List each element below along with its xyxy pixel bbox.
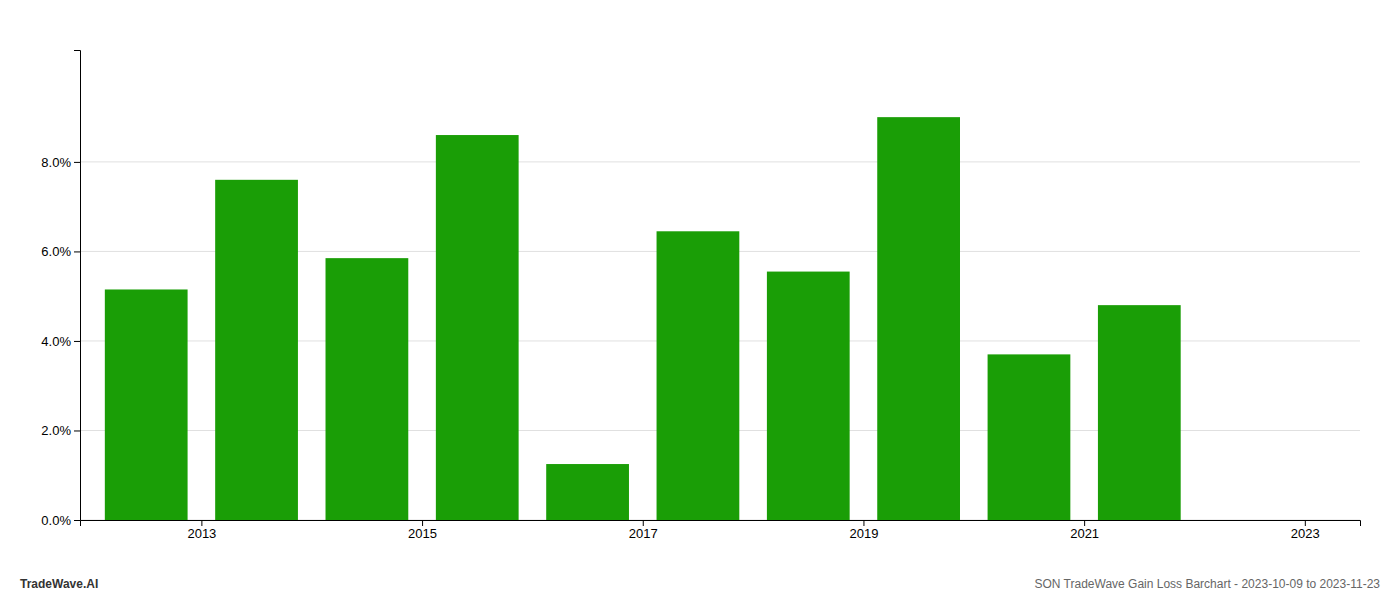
x-axis: 2013 2015 2017 2019 2021 2023: [81, 520, 1361, 541]
y-tick: 2.0%: [41, 423, 80, 438]
y-tick-mark: [74, 341, 80, 342]
x-tick: 2023: [1291, 520, 1320, 541]
x-tick-mark: [1084, 520, 1085, 526]
y-tick-label: 4.0%: [41, 334, 71, 349]
y-tick-label: 6.0%: [41, 244, 71, 259]
y-tick-label: 0.0%: [41, 513, 71, 528]
x-tick: 2019: [849, 520, 878, 541]
grid: [80, 162, 1360, 520]
x-tick-mark: [1305, 520, 1306, 526]
y-tick-mark: [74, 520, 80, 521]
x-tick-label: 2019: [849, 526, 878, 541]
bar: [988, 354, 1071, 520]
y-tick-label: 2.0%: [41, 423, 71, 438]
bar: [546, 464, 629, 520]
plot-area: 2013 2015 2017 2019 2021 2023 0.0% 2.0% 4.0% 6.0%…: [41, 51, 1360, 542]
x-tick: 2015: [408, 520, 437, 541]
x-tick: 2021: [1070, 520, 1099, 541]
x-tick-label: 2013: [187, 526, 216, 541]
bar: [215, 180, 298, 520]
bar: [877, 117, 960, 520]
bar: [436, 135, 519, 520]
bars: [105, 117, 1181, 520]
y-tick-mark: [74, 430, 80, 431]
bar: [105, 289, 188, 520]
grid-line: [80, 161, 1360, 162]
bar: [767, 272, 850, 520]
y-tick-label: 8.0%: [41, 155, 71, 170]
bar: [1098, 305, 1181, 520]
x-tick: 2017: [629, 520, 658, 541]
bar: [326, 258, 409, 520]
x-axis-line: [81, 521, 1361, 527]
x-tick-label: 2023: [1291, 526, 1320, 541]
x-tick-mark: [201, 520, 202, 526]
chart-svg: 2013 2015 2017 2019 2021 2023 0.0% 2.0% 4.0% 6.0%…: [0, 0, 1400, 600]
footer-right: SON TradeWave Gain Loss Barchart - 2023-…: [1034, 577, 1380, 591]
x-tick-mark: [643, 520, 644, 526]
footer-left: TradeWave.AI: [20, 577, 98, 591]
y-axis: 0.0% 2.0% 4.0% 6.0% 8.0%: [41, 51, 80, 528]
x-tick-mark: [863, 520, 864, 526]
y-tick: 0.0%: [41, 513, 80, 528]
x-tick: 2013: [187, 520, 216, 541]
x-tick-label: 2017: [629, 526, 658, 541]
x-tick-label: 2015: [408, 526, 437, 541]
bar: [657, 231, 740, 520]
y-tick: 4.0%: [41, 334, 80, 349]
y-tick: 8.0%: [41, 155, 80, 170]
x-tick-mark: [422, 520, 423, 526]
x-tick-label: 2021: [1070, 526, 1099, 541]
y-axis-line: [74, 51, 81, 521]
y-tick-mark: [74, 162, 80, 163]
y-tick: 6.0%: [41, 244, 80, 259]
y-tick-mark: [74, 251, 80, 252]
